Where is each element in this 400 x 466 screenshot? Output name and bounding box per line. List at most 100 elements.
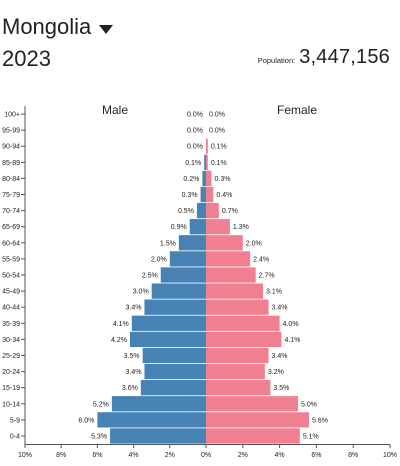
male-bar <box>169 251 206 267</box>
female-value-label: 0.3% <box>215 176 231 183</box>
x-tick-label: 0% <box>201 452 211 459</box>
x-tick-label: 10% <box>18 452 32 459</box>
male-bar <box>178 235 206 251</box>
male-value-label: 3.4% <box>125 305 141 312</box>
male-bar <box>144 299 206 315</box>
female-bar <box>206 412 310 428</box>
male-value-label: 3.5% <box>124 353 140 360</box>
male-bar <box>129 331 206 348</box>
population-label: Population: <box>257 56 296 65</box>
y-tick-label: 10-14 <box>2 401 20 408</box>
female-value-label: 2.4% <box>253 256 269 263</box>
female-bar <box>206 154 208 170</box>
y-tick-label: 5-9 <box>10 417 20 424</box>
y-tick-label: 65-69 <box>2 224 20 231</box>
female-value-label: 0.4% <box>216 192 232 199</box>
y-tick-label: 40-44 <box>2 305 20 312</box>
female-value-label: 5.6% <box>312 417 328 424</box>
female-bar <box>206 315 280 331</box>
female-bar <box>206 251 251 267</box>
female-value-label: 0.0% <box>209 112 225 119</box>
y-tick-label: 35-39 <box>2 321 20 328</box>
male-value-label: 2.0% <box>151 256 167 263</box>
male-value-label: 3.6% <box>122 385 138 392</box>
y-tick-label: 100+ <box>4 112 20 119</box>
female-bar <box>206 363 265 380</box>
female-bar <box>206 347 269 364</box>
male-value-label: 4.1% <box>113 321 129 328</box>
female-value-label: 2.7% <box>259 273 275 280</box>
female-bar <box>206 186 214 203</box>
male-value-label: 5.3% <box>91 433 107 440</box>
male-bar <box>97 412 206 428</box>
female-value-label: 3.5% <box>273 385 289 392</box>
y-tick-label: 30-34 <box>2 337 20 344</box>
year-label: 2023 <box>2 46 51 71</box>
male-value-label: 0.3% <box>182 192 198 199</box>
male-value-label: 0.5% <box>178 208 194 215</box>
female-bar <box>206 267 256 283</box>
y-tick-label: 55-59 <box>2 256 20 263</box>
y-tick-label: 20-24 <box>2 369 20 376</box>
female-value-label: 5.0% <box>301 401 317 408</box>
x-tick-label: 4% <box>275 452 285 459</box>
y-tick-label: 45-49 <box>2 289 20 296</box>
male-bar <box>196 202 206 219</box>
country-name: Mongolia <box>2 14 92 39</box>
female-value-label: 3.4% <box>272 353 288 360</box>
female-bar <box>206 219 230 235</box>
male-value-label: 6.0% <box>78 417 94 424</box>
female-value-label: 3.1% <box>266 289 282 296</box>
male-bar <box>151 283 206 299</box>
population-display: Population: 3,447,156 <box>258 46 390 69</box>
female-value-label: 5.1% <box>303 433 319 440</box>
female-value-label: 0.1% <box>211 160 227 167</box>
male-value-label: 3.4% <box>125 369 141 376</box>
female-value-label: 4.0% <box>283 321 299 328</box>
male-value-label: 0.2% <box>183 176 199 183</box>
male-value-label: 2.5% <box>142 273 158 280</box>
male-value-label: 0.1% <box>185 160 201 167</box>
male-value-label: 3.0% <box>133 289 149 296</box>
male-bar <box>111 396 206 412</box>
female-bar <box>206 428 300 444</box>
value-labels: 0.0% 0.0% 0.0% 0.0% 0.0% 0.1% 0.1% 0.1% 0.2% 0.3%… <box>78 112 328 441</box>
female-bar <box>206 202 219 219</box>
male-series-label: Male <box>102 103 128 117</box>
female-series-label: Female <box>277 103 317 117</box>
x-tick-label: 6% <box>92 452 102 459</box>
male-bar <box>131 315 206 331</box>
male-value-label: 5.2% <box>93 401 109 408</box>
female-bar <box>206 170 212 187</box>
male-value-label: 0.0% <box>187 144 203 151</box>
male-value-label: 0.0% <box>187 112 203 119</box>
male-value-label: 4.2% <box>111 337 127 344</box>
male-value-label: 0.9% <box>171 224 187 231</box>
male-value-label: 0.0% <box>187 128 203 135</box>
female-value-label: 3.4% <box>272 305 288 312</box>
y-tick-label: 80-84 <box>2 176 20 183</box>
header: Mongolia 2023 Population: 3,447,156 <box>0 0 400 100</box>
caret-down-icon[interactable] <box>99 24 114 34</box>
x-tick-label: 10% <box>383 452 397 459</box>
axes: 10% 8% 6% 4% 2% 0% 2% 4% 6% 8% 10% 100+ 95-99 90-94 85… <box>2 106 397 459</box>
male-value-label: 1.5% <box>160 240 176 247</box>
male-bar <box>204 154 206 170</box>
bars <box>97 138 310 444</box>
female-value-label: 0.7% <box>222 208 238 215</box>
female-bar <box>206 396 298 412</box>
y-tick-label: 15-19 <box>2 385 20 392</box>
female-value-label: 3.2% <box>268 369 284 376</box>
female-value-label: 4.1% <box>284 337 300 344</box>
female-bar <box>206 283 264 299</box>
y-tick-label: 60-64 <box>2 240 20 247</box>
y-tick-label: 90-94 <box>2 144 20 151</box>
y-tick-label: 70-74 <box>2 208 20 215</box>
x-tick-label: 2% <box>238 452 248 459</box>
female-bar <box>206 380 271 396</box>
population-value: 3,447,156 <box>299 46 390 68</box>
male-bar <box>202 170 206 187</box>
y-tick-label: 75-79 <box>2 192 20 199</box>
country-selector[interactable]: Mongolia <box>2 14 114 40</box>
